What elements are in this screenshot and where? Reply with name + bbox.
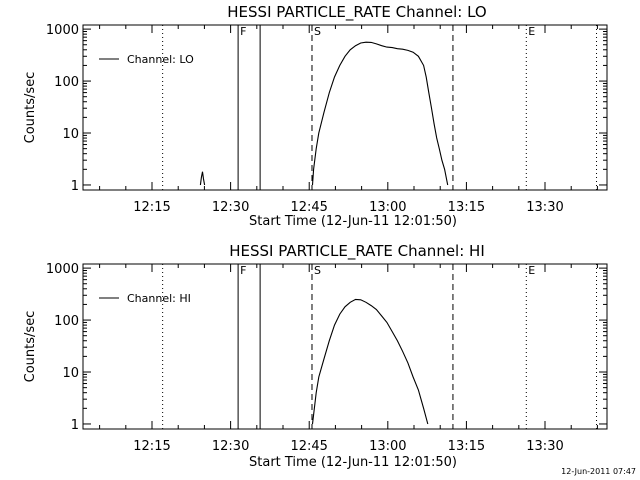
y-tick-label: 10 <box>62 127 79 142</box>
y-tick-label: 1000 <box>46 262 79 277</box>
x-tick-label: 13:00 <box>369 200 406 215</box>
x-tick-label: 12:45 <box>290 200 327 215</box>
y-tick-label: 10 <box>62 366 79 381</box>
x-tick-label: 12:45 <box>290 439 327 454</box>
event-marker-f: F <box>240 25 246 38</box>
hi-channel-plot: HESSI PARTICLE_RATE Channel: HI 1 10 100 100… <box>23 242 608 470</box>
plot-frame <box>82 263 608 430</box>
x-tick-label: 13:00 <box>369 439 406 454</box>
x-axis-label: Start Time (12-Jun-11 12:01:50) <box>249 214 457 229</box>
x-tick-label: 13:15 <box>448 200 485 215</box>
footer-timestamp: 12-Jun-2011 07:47 <box>561 467 636 476</box>
x-tick-label: 12:15 <box>133 200 170 215</box>
lo-channel-plot: HESSI PARTICLE_RATE Channel: LO 1 10 100 100… <box>23 3 608 229</box>
x-tick-label: 12:30 <box>212 200 249 215</box>
y-axis-label: Counts/sec <box>23 72 38 144</box>
y-tick-label: 100 <box>54 75 79 90</box>
event-marker-e: E <box>528 25 535 38</box>
legend-label: Channel: LO <box>127 53 194 66</box>
series-line-segment <box>311 41 449 186</box>
event-marker-f: F <box>240 264 246 277</box>
series-line-segment <box>199 171 206 186</box>
y-tick-label: 100 <box>54 314 79 329</box>
event-marker-s: S <box>314 264 321 277</box>
chart-title: HESSI PARTICLE_RATE Channel: LO <box>227 3 486 22</box>
y-tick-label: 1 <box>71 179 79 194</box>
y-tick-label: 1000 <box>46 23 79 38</box>
chart-title: HESSI PARTICLE_RATE Channel: HI <box>229 242 485 261</box>
x-tick-label: 13:30 <box>526 200 563 215</box>
x-tick-label: 12:30 <box>212 439 249 454</box>
x-tick-label: 13:15 <box>448 439 485 454</box>
plot-frame <box>82 24 608 191</box>
x-tick-label: 12:15 <box>133 439 170 454</box>
event-marker-e: E <box>528 264 535 277</box>
series-line-segment <box>311 298 429 425</box>
x-tick-label: 13:30 <box>526 439 563 454</box>
y-tick-label: 1 <box>71 418 79 433</box>
legend-label: Channel: HI <box>127 292 191 305</box>
y-axis-label: Counts/sec <box>23 311 38 383</box>
x-axis-label: Start Time (12-Jun-11 12:01:50) <box>249 455 457 470</box>
event-marker-s: S <box>314 25 321 38</box>
